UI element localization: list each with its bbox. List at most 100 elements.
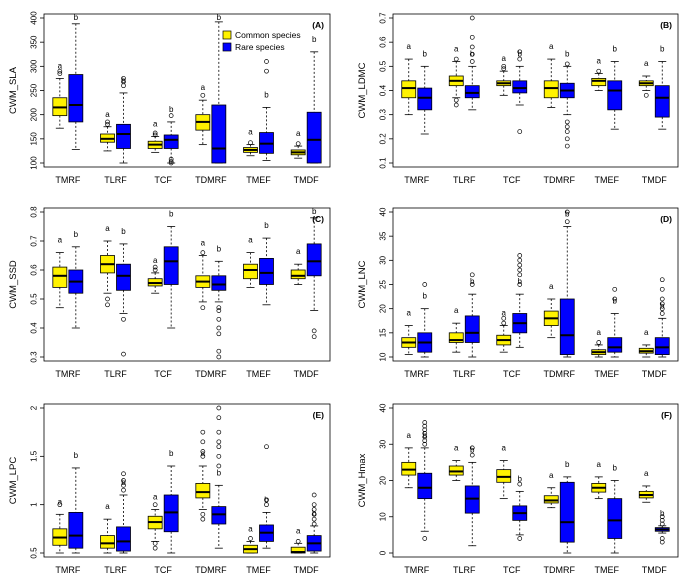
rare-box: b bbox=[163, 105, 179, 166]
rare-box: b bbox=[464, 445, 480, 547]
outlier-point bbox=[501, 66, 507, 72]
rare-box: b bbox=[259, 59, 274, 161]
significance-letter: a bbox=[105, 502, 110, 511]
outlier-point bbox=[216, 325, 222, 331]
outlier-point bbox=[469, 34, 475, 40]
y-tick-label: 0.7 bbox=[30, 235, 39, 247]
outlier-point bbox=[659, 539, 665, 545]
outlier-point bbox=[659, 277, 665, 283]
significance-letter: a bbox=[201, 239, 206, 248]
outlier-point bbox=[596, 340, 602, 345]
outlier-point bbox=[659, 514, 665, 520]
common-box: a bbox=[147, 493, 163, 551]
outlier-point bbox=[264, 497, 269, 503]
x-tick-label: TCF bbox=[503, 369, 521, 379]
rare-box: b bbox=[116, 471, 131, 554]
common-box: a bbox=[496, 309, 512, 353]
panel-1: 100 150 200 250 300 350 400 CWM_SLA (A) TMRF a b TLR… bbox=[8, 11, 331, 185]
panel-label: (D) bbox=[660, 214, 672, 224]
y-tick-label: 0.2 bbox=[379, 133, 388, 145]
outlier-point bbox=[152, 502, 158, 508]
box bbox=[543, 80, 559, 99]
panel-label: (E) bbox=[313, 410, 325, 420]
box bbox=[654, 85, 670, 118]
box bbox=[116, 526, 131, 552]
significance-letter: a bbox=[407, 42, 412, 51]
y-tick-label: 25 bbox=[379, 280, 388, 289]
x-tick-label: TCF bbox=[503, 565, 521, 575]
outlier-point bbox=[200, 449, 206, 454]
outlier-point bbox=[422, 282, 428, 287]
outlier-point bbox=[121, 316, 126, 322]
significance-letter: b bbox=[169, 449, 174, 458]
y-tick-label: 400 bbox=[30, 11, 39, 25]
plot-frame bbox=[392, 207, 679, 362]
box bbox=[68, 74, 84, 123]
outlier-point bbox=[469, 44, 475, 50]
box bbox=[163, 134, 179, 149]
rare-box: b bbox=[259, 221, 274, 306]
rare-box: b bbox=[68, 230, 84, 329]
common-box: a bbox=[243, 128, 258, 157]
y-tick-label: 300 bbox=[30, 59, 39, 73]
x-tick-label: TLRF bbox=[453, 565, 476, 575]
outlier-point bbox=[200, 250, 206, 255]
outlier-point bbox=[216, 429, 222, 435]
outlier-point bbox=[469, 59, 475, 64]
y-tick-label: 20 bbox=[379, 304, 388, 313]
y-tick-label: 150 bbox=[30, 132, 39, 146]
box bbox=[290, 269, 306, 280]
outlier-point bbox=[264, 444, 269, 450]
significance-letter: b bbox=[312, 35, 317, 44]
significance-letter: b bbox=[264, 221, 269, 230]
outlier-point bbox=[659, 296, 665, 302]
box bbox=[464, 85, 480, 99]
y-tick-label: 200 bbox=[30, 107, 39, 121]
y-tick-label: 0.7 bbox=[379, 12, 388, 24]
outlier-point bbox=[295, 141, 301, 147]
outlier-point bbox=[216, 439, 222, 445]
rare-box: b bbox=[512, 49, 528, 134]
y-tick-label: 35 bbox=[379, 231, 388, 240]
outlier-point bbox=[168, 156, 174, 162]
x-tick-label: TMEF bbox=[595, 175, 620, 185]
rare-box: b bbox=[163, 449, 179, 554]
significance-letter: a bbox=[502, 54, 507, 63]
y-tick-label: 0.5 bbox=[30, 293, 39, 305]
outlier-point bbox=[453, 56, 459, 62]
box bbox=[607, 80, 623, 111]
outlier-point bbox=[596, 68, 602, 74]
x-tick-label: TLRF bbox=[453, 369, 476, 379]
box bbox=[100, 535, 115, 549]
outlier-point bbox=[311, 502, 317, 508]
significance-letter: b bbox=[312, 509, 317, 518]
rare-box: b bbox=[211, 13, 227, 164]
outlier-point bbox=[57, 71, 63, 76]
outlier-point bbox=[105, 302, 110, 308]
box bbox=[306, 243, 322, 277]
outlier-point bbox=[422, 420, 428, 425]
significance-letter: a bbox=[153, 256, 158, 265]
outlier-point bbox=[469, 452, 475, 458]
significance-letter: b bbox=[74, 13, 79, 22]
significance-letter: b bbox=[613, 45, 618, 54]
y-tick-label: 1.5 bbox=[30, 450, 39, 462]
common-box: a bbox=[290, 526, 306, 554]
significance-letter: a bbox=[201, 449, 206, 458]
outlier-point bbox=[216, 354, 222, 360]
x-tick-label: TDMRF bbox=[195, 175, 227, 185]
significance-letter: b bbox=[121, 478, 126, 487]
common-box: a bbox=[195, 239, 211, 311]
common-box: a bbox=[195, 83, 211, 146]
box bbox=[543, 495, 559, 504]
y-tick-label: 10 bbox=[379, 352, 388, 361]
legend-label-rare: Rare species bbox=[235, 42, 285, 52]
significance-letter: a bbox=[597, 460, 602, 469]
box bbox=[211, 275, 227, 291]
y-tick-label: 40 bbox=[379, 207, 388, 216]
common-box: a bbox=[147, 119, 163, 153]
box bbox=[559, 481, 575, 543]
outlier-point bbox=[311, 328, 317, 334]
y-tick-label: 0.4 bbox=[379, 84, 388, 96]
outlier-point bbox=[564, 136, 570, 142]
